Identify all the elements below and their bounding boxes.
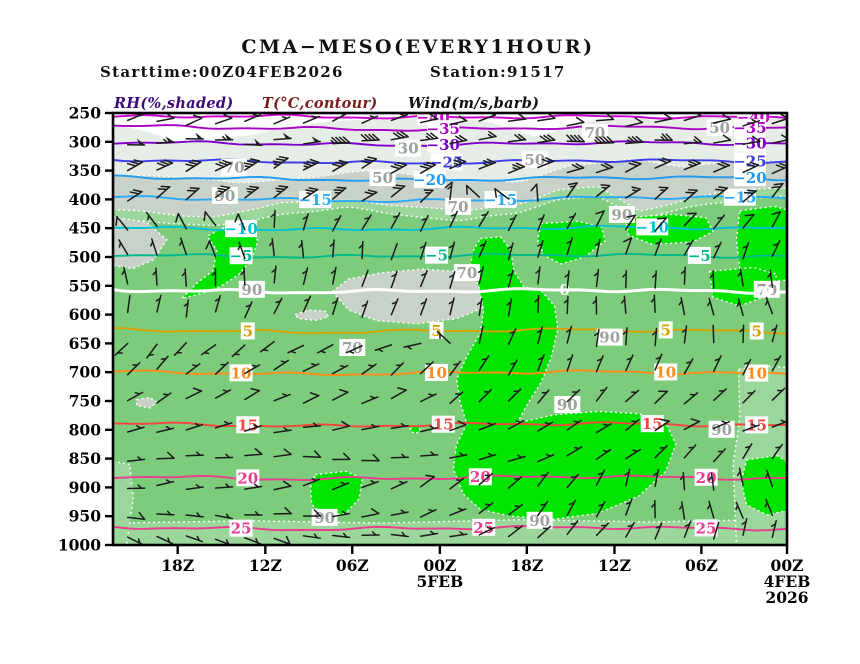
svg-text:90: 90 <box>529 512 550 530</box>
svg-text:06Z: 06Z <box>685 556 718 575</box>
svg-text:10: 10 <box>655 363 676 381</box>
svg-text:400: 400 <box>69 190 102 209</box>
svg-text:50: 50 <box>524 151 545 169</box>
svg-text:−30: −30 <box>427 136 460 154</box>
svg-text:1000: 1000 <box>58 536 101 555</box>
legend-rh-label: RH(%,shaded) <box>114 95 234 112</box>
svg-text:5: 5 <box>751 323 761 341</box>
svg-text:00Z: 00Z <box>771 556 804 575</box>
svg-text:30: 30 <box>398 140 419 158</box>
svg-text:450: 450 <box>69 219 102 238</box>
wind-barbs-layer <box>114 113 787 545</box>
svg-text:−35: −35 <box>733 119 766 137</box>
svg-text:600: 600 <box>69 305 102 324</box>
svg-text:10: 10 <box>746 365 767 383</box>
svg-text:2026: 2026 <box>765 588 808 607</box>
svg-text:−25: −25 <box>430 154 463 172</box>
svg-text:70: 70 <box>456 264 477 282</box>
svg-text:25: 25 <box>473 519 494 537</box>
svg-text:750: 750 <box>69 392 102 411</box>
svg-text:−5: −5 <box>425 247 448 265</box>
chart-title: CMA−MESO(EVERY1HOUR) <box>241 36 595 58</box>
svg-text:10: 10 <box>231 364 252 382</box>
svg-text:18Z: 18Z <box>510 556 543 575</box>
svg-text:500: 500 <box>69 248 102 267</box>
svg-text:−20: −20 <box>413 171 446 189</box>
svg-text:5FEB: 5FEB <box>417 572 464 591</box>
svg-text:550: 550 <box>69 276 102 295</box>
svg-text:5: 5 <box>431 322 441 340</box>
svg-text:12Z: 12Z <box>598 556 631 575</box>
svg-text:12Z: 12Z <box>249 556 282 575</box>
svg-text:−20: −20 <box>733 169 766 187</box>
svg-text:18Z: 18Z <box>161 556 194 575</box>
svg-text:−10: −10 <box>635 218 668 236</box>
svg-text:25: 25 <box>696 519 717 537</box>
svg-text:90: 90 <box>557 396 578 414</box>
svg-text:20: 20 <box>237 469 258 487</box>
svg-text:90: 90 <box>711 421 732 439</box>
station-label: Station:91517 <box>430 63 566 81</box>
axes-layer: 2503003504004505005506006507007508008509… <box>58 104 811 608</box>
svg-text:10: 10 <box>426 364 447 382</box>
svg-text:0: 0 <box>559 281 569 299</box>
svg-text:90: 90 <box>241 281 262 299</box>
svg-text:70: 70 <box>342 339 363 357</box>
svg-text:300: 300 <box>69 132 102 151</box>
svg-text:25: 25 <box>231 520 252 538</box>
legend-wind-label: Wind(m/s,barb) <box>408 95 540 112</box>
svg-text:5: 5 <box>660 321 670 339</box>
svg-text:−15: −15 <box>484 191 517 209</box>
svg-text:900: 900 <box>69 478 102 497</box>
svg-text:5: 5 <box>243 322 253 340</box>
svg-text:20: 20 <box>470 468 491 486</box>
svg-text:90: 90 <box>314 509 335 527</box>
svg-text:−15: −15 <box>723 189 756 207</box>
temp-contour-labels: −40 −40−35 −35−30 −30−25 −25−20 −20−15 −15 −15−… <box>224 113 772 538</box>
starttime-label: Starttime:00Z04FEB2026 <box>100 63 344 81</box>
svg-text:70: 70 <box>448 198 469 216</box>
svg-text:90: 90 <box>611 206 632 224</box>
svg-text:50: 50 <box>372 169 393 187</box>
svg-text:250: 250 <box>69 104 102 123</box>
svg-text:350: 350 <box>69 161 102 180</box>
plot-data-layer: 703050907070505090907070909070909090−40−… <box>113 113 787 545</box>
svg-text:4FEB: 4FEB <box>764 572 811 591</box>
svg-text:90: 90 <box>599 329 620 347</box>
svg-text:850: 850 <box>69 449 102 468</box>
svg-text:00Z: 00Z <box>423 556 456 575</box>
svg-text:0: 0 <box>762 283 772 301</box>
svg-text:15: 15 <box>433 416 454 434</box>
svg-text:−10: −10 <box>224 220 257 238</box>
svg-text:−15: −15 <box>298 191 331 209</box>
svg-text:15: 15 <box>642 415 663 433</box>
svg-text:−25: −25 <box>733 153 766 171</box>
svg-text:700: 700 <box>69 363 102 382</box>
svg-text:−5: −5 <box>230 247 253 265</box>
y-axis: 250 300 350 400 450 500 550 600 650 700 750 800 850 9… <box>58 104 113 555</box>
svg-text:06Z: 06Z <box>336 556 369 575</box>
svg-text:800: 800 <box>69 420 102 439</box>
legend-temp-label: T(°C,contour) <box>262 95 378 112</box>
svg-text:950: 950 <box>69 507 102 526</box>
svg-text:−5: −5 <box>688 247 711 265</box>
svg-text:650: 650 <box>69 334 102 353</box>
svg-text:15: 15 <box>237 416 258 434</box>
